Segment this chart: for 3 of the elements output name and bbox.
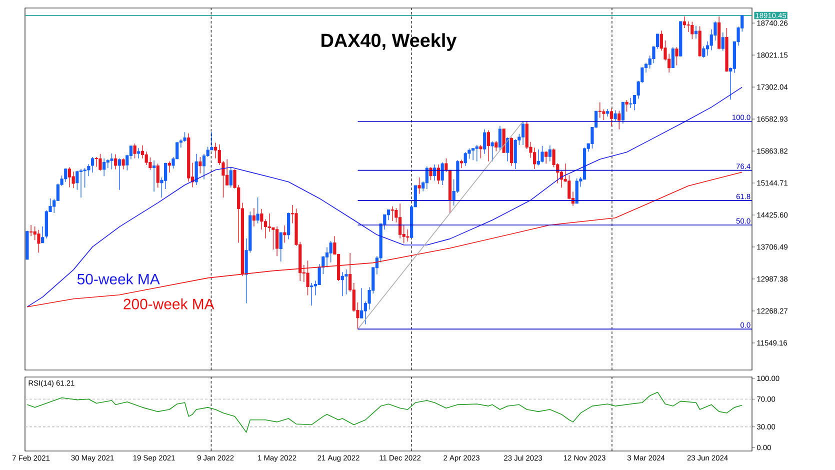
text: DAX40, Weekly [322,33,457,51]
series-label: 50-week MA [77,273,160,284]
series-label: 200-week MA [124,298,214,310]
